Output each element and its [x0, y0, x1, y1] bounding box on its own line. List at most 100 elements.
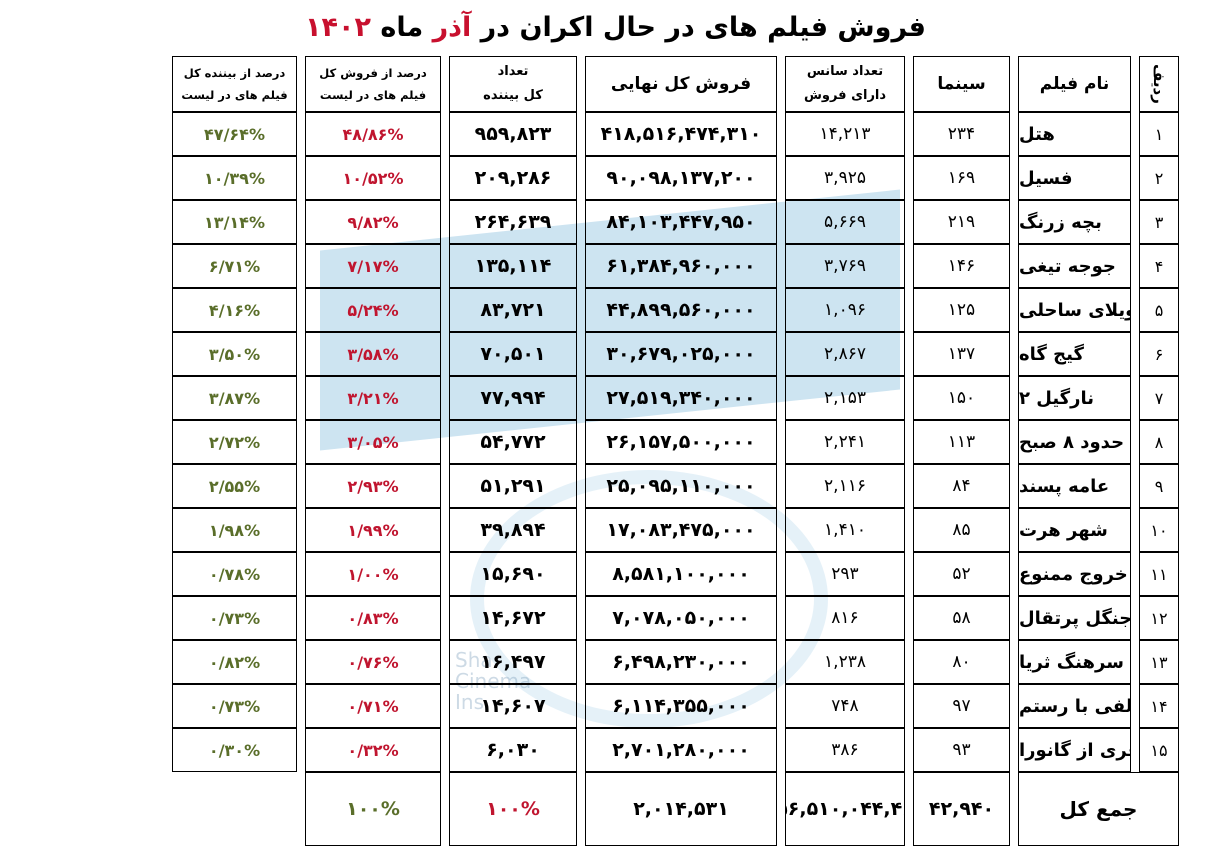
row-number-cell: ۱۴: [1139, 684, 1179, 728]
sessions-count-cell: ۷۴۸: [785, 684, 905, 728]
total-sales-cell: ۲,۷۰۱,۲۸۰,۰۰۰: [585, 728, 777, 772]
sessions-count-cell: ۸۱۶: [785, 596, 905, 640]
viewers-percent-cell: ۱/۹۸%: [172, 508, 297, 552]
viewers-count-cell: ۱۳۵,۱۱۴: [449, 244, 577, 288]
total-sales-sum-cell: ۸۵۶,۵۱۰,۰۴۴,۴۶۰: [785, 772, 905, 846]
total-sales-cell: ۲۶,۱۵۷,۵۰۰,۰۰۰: [585, 420, 777, 464]
viewers-count-cell: ۹۵۹,۸۲۳: [449, 112, 577, 156]
sales-percent-cell: ۱۰/۵۲%: [305, 156, 441, 200]
viewers-percent-cell: ۰/۷۸%: [172, 552, 297, 596]
sales-percent-cell: ۰/۳۲%: [305, 728, 441, 772]
total-viewers-percent-cell: ۱۰۰%: [305, 772, 441, 846]
sales-percent-cell: ۲/۹۳%: [305, 464, 441, 508]
film-name-cell: سرهنگ ثریا: [1018, 640, 1131, 684]
viewers-percent-cell: ۴۷/۶۴%: [172, 112, 297, 156]
sales-percent-cell: ۱/۰۰%: [305, 552, 441, 596]
cinema-count-cell: ۱۴۶: [913, 244, 1010, 288]
sales-percent-cell: ۳/۲۱%: [305, 376, 441, 420]
header-viewers-percent: درصد از بیننده کل فیلم های در لیست: [172, 56, 297, 112]
total-sales-cell: ۲۵,۰۹۵,۱۱۰,۰۰۰: [585, 464, 777, 508]
sales-percent-cell: ۰/۸۳%: [305, 596, 441, 640]
cinema-count-cell: ۹۳: [913, 728, 1010, 772]
sales-percent-cell: ۱/۹۹%: [305, 508, 441, 552]
viewers-percent-cell: ۶/۷۱%: [172, 244, 297, 288]
header-viewers: تعداد کل بیننده: [449, 56, 577, 112]
film-name-cell: گیج گاه: [1018, 332, 1131, 376]
sessions-count-cell: ۲,۲۴۱: [785, 420, 905, 464]
viewers-count-cell: ۶,۰۳۰: [449, 728, 577, 772]
sessions-count-cell: ۲,۸۶۷: [785, 332, 905, 376]
row-number-cell: ۳: [1139, 200, 1179, 244]
cinema-count-cell: ۸۵: [913, 508, 1010, 552]
sessions-count-cell: ۱۴,۲۱۳: [785, 112, 905, 156]
total-sales-cell: ۶,۴۹۸,۲۳۰,۰۰۰: [585, 640, 777, 684]
film-name-cell: عامه پسند: [1018, 464, 1131, 508]
sessions-count-cell: ۱,۴۱۰: [785, 508, 905, 552]
cinema-count-cell: ۸۴: [913, 464, 1010, 508]
viewers-percent-cell: ۰/۸۲%: [172, 640, 297, 684]
row-number-cell: ۱: [1139, 112, 1179, 156]
row-number-cell: ۱۵: [1139, 728, 1179, 772]
sessions-count-cell: ۲,۱۱۶: [785, 464, 905, 508]
page-title: فروش فیلم های در حال اکران در آذر ماه ۱۴…: [0, 8, 1231, 48]
total-label-cell: جمع کل: [1018, 772, 1179, 846]
film-name-cell: ویلای ساحلی: [1018, 288, 1131, 332]
film-name-cell: سلفی با رستم: [1018, 684, 1131, 728]
header-sessions: تعداد سانس دارای فروش: [785, 56, 905, 112]
sales-percent-cell: ۳/۰۵%: [305, 420, 441, 464]
cinema-count-cell: ۱۵۰: [913, 376, 1010, 420]
film-name-cell: فسیل: [1018, 156, 1131, 200]
viewers-percent-cell: ۰/۷۳%: [172, 596, 297, 640]
viewers-percent-cell: ۱۰/۳۹%: [172, 156, 297, 200]
film-name-cell: جنگل پرتقال: [1018, 596, 1131, 640]
sales-percent-cell: ۹/۸۲%: [305, 200, 441, 244]
viewers-count-cell: ۷۰,۵۰۱: [449, 332, 577, 376]
sessions-count-cell: ۲,۱۵۳: [785, 376, 905, 420]
sales-percent-cell: ۵/۲۴%: [305, 288, 441, 332]
viewers-count-cell: ۲۰۹,۲۸۶: [449, 156, 577, 200]
row-number-cell: ۱۱: [1139, 552, 1179, 596]
sales-percent-cell: ۰/۷۱%: [305, 684, 441, 728]
total-sessions-cell: ۴۲,۹۴۰: [913, 772, 1010, 846]
row-number-cell: ۱۰: [1139, 508, 1179, 552]
viewers-count-cell: ۵۱,۲۹۱: [449, 464, 577, 508]
cinema-count-cell: ۹۷: [913, 684, 1010, 728]
film-name-cell: نارگیل ۲: [1018, 376, 1131, 420]
total-sales-cell: ۶۱,۳۸۴,۹۶۰,۰۰۰: [585, 244, 777, 288]
total-sales-cell: ۸۴,۱۰۳,۴۴۷,۹۵۰: [585, 200, 777, 244]
film-name-cell: جوجه تیغی: [1018, 244, 1131, 288]
viewers-percent-cell: ۱۳/۱۴%: [172, 200, 297, 244]
header-row-number: ردیف: [1139, 56, 1179, 112]
sessions-count-cell: ۱,۰۹۶: [785, 288, 905, 332]
cinema-count-cell: ۱۲۵: [913, 288, 1010, 332]
sales-percent-cell: ۷/۱۷%: [305, 244, 441, 288]
title-year: ۱۴۰۲: [305, 12, 371, 43]
viewers-count-cell: ۱۴,۶۰۷: [449, 684, 577, 728]
watermark-text: Sha Cinema Ins: [455, 648, 532, 714]
title-suffix: ماه: [380, 12, 424, 43]
cinema-count-cell: ۵۲: [913, 552, 1010, 596]
total-sales-cell: ۴۴,۸۹۹,۵۶۰,۰۰۰: [585, 288, 777, 332]
sales-percent-cell: ۰/۷۶%: [305, 640, 441, 684]
film-name-cell: ورود خروج ممنوع: [1018, 552, 1131, 596]
sales-table: ردیف نام فیلم سینما تعداد سانس دارای فرو…: [48, 56, 1179, 846]
row-number-cell: ۵: [1139, 288, 1179, 332]
viewers-count-cell: ۸۳,۷۲۱: [449, 288, 577, 332]
title-month: آذر: [432, 12, 472, 43]
row-number-cell: ۱۳: [1139, 640, 1179, 684]
viewers-count-cell: ۵۴,۷۷۲: [449, 420, 577, 464]
total-sales-percent-cell: ۱۰۰%: [449, 772, 577, 846]
viewers-percent-cell: ۳/۸۷%: [172, 376, 297, 420]
total-sales-cell: ۴۱۸,۵۱۶,۴۷۴,۳۱۰: [585, 112, 777, 156]
sessions-count-cell: ۵,۶۶۹: [785, 200, 905, 244]
total-sales-cell: ۶,۱۱۴,۳۵۵,۰۰۰: [585, 684, 777, 728]
header-sales-percent: درصد از فروش کل فیلم های در لیست: [305, 56, 441, 112]
title-prefix: فروش فیلم های در حال اکران در: [480, 12, 926, 43]
cinema-count-cell: ۵۸: [913, 596, 1010, 640]
film-name-cell: شهر هرت: [1018, 508, 1131, 552]
viewers-percent-cell: ۳/۵۰%: [172, 332, 297, 376]
sessions-count-cell: ۱,۲۳۸: [785, 640, 905, 684]
film-name-cell: مسافری از گانورا: [1018, 728, 1131, 772]
viewers-count-cell: ۳۹,۸۹۴: [449, 508, 577, 552]
row-number-cell: ۴: [1139, 244, 1179, 288]
